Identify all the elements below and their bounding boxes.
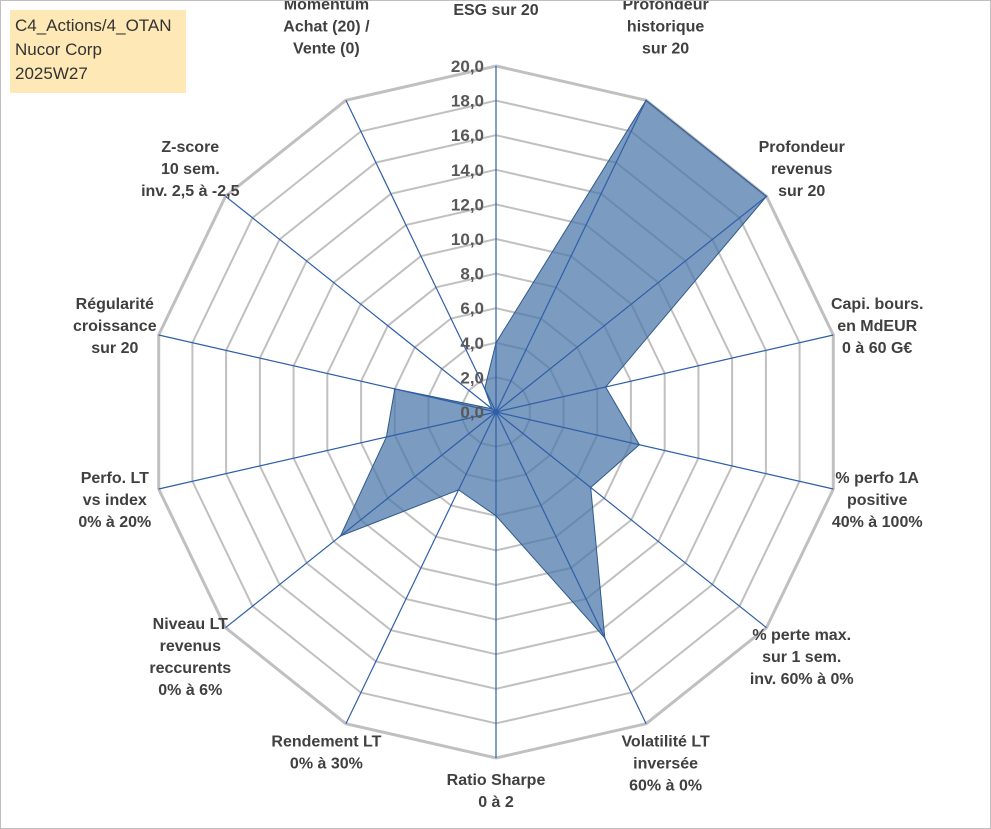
axis-label: Niveau LT revenus reccurents 0% à 6% <box>149 616 231 699</box>
axis-spoke <box>495 100 647 413</box>
tick-label: 4,0 <box>460 334 484 353</box>
axis-spoke <box>158 411 497 490</box>
axis-label: Capi. bours. en MdEUR 0 à 60 G€ <box>831 296 923 357</box>
axis-label: Ratio Sharpe 0 à 2 <box>447 772 546 811</box>
info-box: C4_Actions/4_OTAN Nucor Corp 2025W27 <box>10 10 186 93</box>
axis-label: Rendement LT 0% à 30% <box>271 733 381 772</box>
radar-tick-labels: 0,0 2,0 4,0 6,0 8,0 10,0 12,0 14,0 16,0 18,0 20,0 <box>451 57 484 422</box>
tick-label: 2,0 <box>460 368 484 387</box>
axis-spoke <box>345 100 497 413</box>
axis-label: % perte max. sur 1 sem. inv. 60% à 0% <box>750 627 854 688</box>
axis-label: % perfo 1A positive 40% à 100% <box>832 470 923 531</box>
tick-label: 12,0 <box>451 195 484 214</box>
axis-spoke <box>495 195 767 413</box>
radar-axes <box>158 66 834 758</box>
tick-label: 20,0 <box>451 57 484 76</box>
axis-label: Volatilité LT inversée 60% à 0% <box>621 733 710 794</box>
tick-label: 16,0 <box>451 126 484 145</box>
tick-label: 8,0 <box>460 265 484 284</box>
info-week: 2025W27 <box>15 64 88 83</box>
axis-spoke <box>225 411 497 629</box>
tick-label: 0,0 <box>460 403 484 422</box>
info-category: C4_Actions/4_OTAN <box>15 16 172 35</box>
tick-label: 18,0 <box>451 92 484 111</box>
axis-label: Régularité croissance sur 20 <box>73 296 157 357</box>
tick-label: 6,0 <box>460 299 484 318</box>
tick-label: 10,0 <box>451 230 484 249</box>
axis-label: Profondeur historique sur 20 <box>622 1 708 58</box>
axis-spoke <box>345 411 497 724</box>
axis-label: NoteESG sur 20 <box>453 1 538 19</box>
axis-spoke <box>495 411 834 490</box>
axis-spoke <box>495 334 834 413</box>
axis-label: Perfo. LT vs index 0% à 20% <box>78 470 151 531</box>
info-company: Nucor Corp <box>15 40 102 59</box>
axis-label: Z-score 10 sem. inv. 2,5 à -2,5 <box>141 139 240 200</box>
axis-label: Momentum Achat (20) / Vente (0) <box>283 1 370 58</box>
axis-spoke <box>495 411 647 724</box>
axis-spoke <box>225 195 497 413</box>
tick-label: 14,0 <box>451 161 484 180</box>
axis-label: Profondeur revenus sur 20 <box>759 139 845 200</box>
axis-spoke <box>158 334 497 413</box>
axis-spoke <box>495 411 767 629</box>
